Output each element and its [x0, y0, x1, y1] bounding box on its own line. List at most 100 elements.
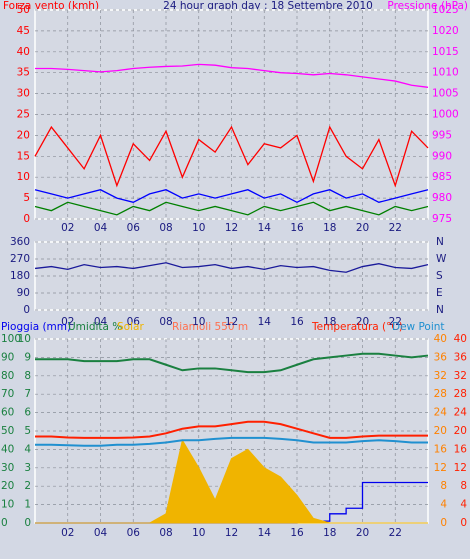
- y-tick-label: 0: [23, 304, 30, 316]
- y-tick-label: 25: [17, 109, 30, 121]
- legend-entry: Temperatura (°C): [311, 321, 403, 333]
- x-tick-label: 18: [323, 222, 336, 234]
- y-tick-label: 24: [434, 407, 448, 419]
- x-tick-label: 20: [356, 222, 369, 234]
- x-tick-label: 22: [389, 316, 402, 328]
- y-tick-label: 80: [1, 370, 14, 382]
- y-tick-label: 1: [24, 499, 31, 511]
- y-tick-label: 32: [434, 370, 447, 382]
- y-tick-label: 12: [434, 462, 447, 474]
- y-tick-label: 35: [17, 67, 30, 79]
- y-tick-label: 4: [460, 499, 467, 511]
- x-tick-label: 06: [127, 316, 141, 328]
- y-tick-label: 2: [24, 480, 31, 492]
- pressure-axis-label: Pressione (hPa): [387, 0, 468, 12]
- line: [34, 262, 429, 273]
- x-tick-label: 08: [159, 527, 172, 539]
- y-tick-label: 0: [1, 517, 8, 529]
- y-tick-label: E: [436, 287, 443, 299]
- y-tick-label: 1005: [432, 88, 459, 100]
- x-tick-label: 10: [192, 222, 205, 234]
- x-tick-label: 06: [127, 527, 141, 539]
- y-tick-label: 30: [1, 462, 14, 474]
- y-tick-label: 40: [1, 443, 14, 455]
- y-tick-label: 32: [454, 370, 467, 382]
- y-tick-label: 6: [24, 407, 31, 419]
- x-tick-label: 12: [225, 527, 238, 539]
- y-tick-label: 0: [23, 213, 30, 225]
- y-tick-label: 1010: [432, 67, 459, 79]
- y-tick-label: 28: [434, 388, 447, 400]
- y-tick-label: 28: [454, 388, 467, 400]
- x-tick-label: 16: [290, 527, 304, 539]
- y-tick-label: 36: [454, 351, 468, 363]
- y-tick-label: 36: [434, 351, 448, 363]
- line: [35, 352, 429, 374]
- y-tick-label: N: [436, 236, 444, 248]
- y-tick-label: 50: [17, 4, 30, 16]
- y-tick-label: 45: [17, 25, 30, 37]
- y-tick-label: 1020: [432, 25, 459, 37]
- y-tick-label: 40: [454, 333, 467, 345]
- y-tick-label: 40: [17, 46, 30, 58]
- x-tick-label: 20: [356, 316, 369, 328]
- x-tick-label: 16: [290, 222, 304, 234]
- line: [35, 63, 429, 88]
- x-tick-label: 22: [389, 527, 402, 539]
- y-tick-label: 70: [1, 388, 14, 400]
- y-tick-label: 90: [1, 351, 14, 363]
- y-tick-label: 30: [17, 88, 30, 100]
- x-tick-label: 12: [225, 222, 238, 234]
- x-tick-label: 10: [192, 316, 205, 328]
- x-tick-label: 04: [94, 527, 108, 539]
- y-tick-label: 50: [1, 425, 14, 437]
- line: [34, 201, 429, 216]
- x-tick-label: 08: [159, 222, 172, 234]
- area: [35, 438, 428, 524]
- x-tick-label: 08: [159, 316, 172, 328]
- y-tick-label: 8: [440, 480, 447, 492]
- legend-entry: Dew Point: [392, 321, 445, 333]
- x-tick-label: 18: [323, 527, 336, 539]
- y-tick-label: 20: [17, 129, 30, 141]
- y-tick-label: 7: [24, 388, 31, 400]
- y-tick-label: 15: [17, 150, 30, 162]
- line: [34, 125, 429, 188]
- x-tick-label: 10: [192, 527, 205, 539]
- y-tick-label: 3: [24, 462, 31, 474]
- y-tick-label: 270: [10, 253, 30, 265]
- y-tick-label: 20: [1, 480, 14, 492]
- y-tick-label: 12: [454, 462, 467, 474]
- y-tick-label: N: [436, 304, 444, 316]
- y-tick-label: 16: [454, 443, 468, 455]
- y-tick-label: 20: [454, 425, 467, 437]
- legend-entry: Umidita %: [68, 321, 122, 333]
- y-tick-label: 5: [24, 425, 31, 437]
- annotation: Riamoli 550 m: [172, 321, 248, 333]
- y-tick-label: 16: [434, 443, 448, 455]
- y-tick-label: 90: [17, 287, 30, 299]
- y-tick-label: S: [436, 270, 443, 282]
- y-tick-label: 20: [434, 425, 447, 437]
- y-tick-label: 980: [432, 192, 452, 204]
- y-tick-label: 995: [432, 129, 452, 141]
- y-tick-label: 180: [10, 270, 30, 282]
- x-tick-label: 18: [323, 316, 336, 328]
- y-tick-label: 975: [432, 213, 452, 225]
- y-tick-label: 1015: [432, 46, 459, 58]
- y-tick-label: 9: [24, 351, 31, 363]
- chart-title: 24 hour graph day : 18 Settembre 2010: [163, 0, 373, 12]
- x-tick-label: 04: [94, 316, 108, 328]
- line: [35, 420, 428, 439]
- line: [34, 189, 429, 204]
- line: [35, 436, 428, 447]
- y-tick-label: 5: [23, 192, 30, 204]
- y-tick-label: 10: [1, 499, 14, 511]
- legend-entry: Solar: [117, 321, 144, 333]
- x-tick-label: 20: [356, 527, 369, 539]
- x-tick-label: 06: [127, 222, 141, 234]
- x-tick-label: 22: [389, 222, 402, 234]
- y-tick-label: 100: [1, 333, 21, 345]
- y-tick-label: 985: [432, 171, 452, 183]
